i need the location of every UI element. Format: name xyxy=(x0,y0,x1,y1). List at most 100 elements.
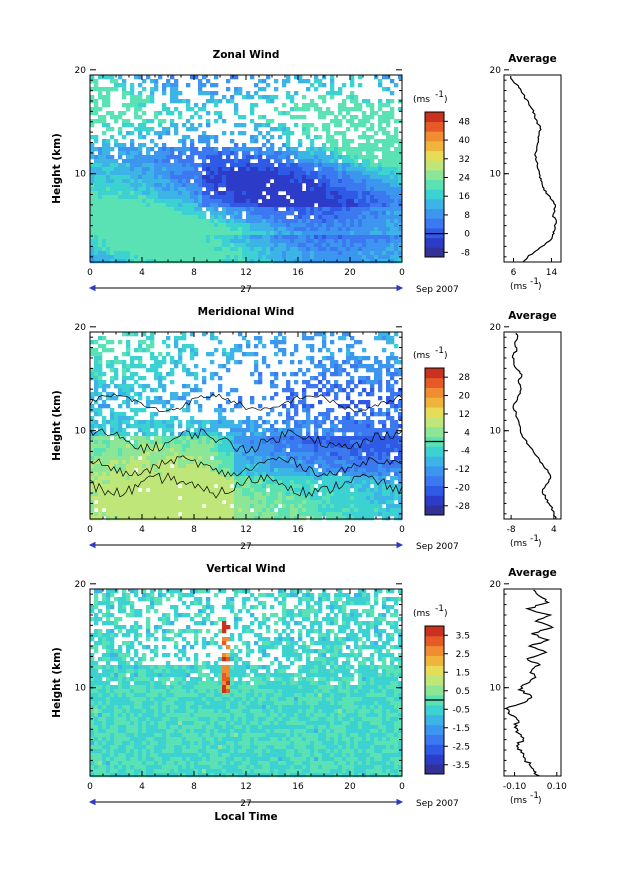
x-tick-label: 16 xyxy=(292,525,304,535)
colorbar-tick: -20 xyxy=(455,483,470,493)
average-profile: Average -8 4 10 20 (ms -1) xyxy=(490,310,562,549)
date-bar: 27 Sep 2007 xyxy=(88,284,459,295)
profile-x-tick: 4 xyxy=(551,525,557,535)
x-axis-ticks: 0 4 8 12 16 20 0 xyxy=(87,75,405,278)
y-axis-label: Height (km) xyxy=(51,390,63,461)
profile-x-label-exp: -1 xyxy=(530,791,539,801)
colorbar-tick: 48 xyxy=(459,117,471,127)
profile-y-tick: 20 xyxy=(490,580,502,590)
profile-x-label-paren: ) xyxy=(538,796,542,806)
x-axis-label: Local Time xyxy=(214,811,277,823)
x-tick-label: 0 xyxy=(399,525,405,535)
x-tick-label: 20 xyxy=(344,782,356,792)
x-tick-label: 0 xyxy=(87,782,93,792)
x-tick-label: 8 xyxy=(191,525,197,535)
y-axis-ticks: 10 20 xyxy=(75,66,402,258)
date-day: 27 xyxy=(240,542,251,552)
chart-title: Zonal Wind xyxy=(213,49,280,61)
colorbar-unit-paren: ) xyxy=(444,351,448,361)
x-tick-label: 8 xyxy=(191,782,197,792)
colorbar-tick: 20 xyxy=(459,392,471,402)
profile-frame xyxy=(503,588,562,777)
profile-line xyxy=(510,75,557,263)
colorbar-tick: -4 xyxy=(461,447,470,457)
colorbar-tick: 40 xyxy=(459,136,471,146)
x-tick-label: 12 xyxy=(240,268,251,278)
x-tick-label: 20 xyxy=(344,268,356,278)
x-tick-label: 0 xyxy=(399,782,405,792)
colorbar-tick: -3.5 xyxy=(452,761,470,771)
colorbar-unit-exp: -1 xyxy=(435,604,444,614)
colorbar-tick: 2.5 xyxy=(456,650,470,660)
date-month: Sep 2007 xyxy=(416,285,459,295)
y-axis-ticks: 10 20 xyxy=(75,580,402,772)
y-axis-label: Height (km) xyxy=(51,133,63,204)
x-tick-label: 4 xyxy=(139,782,145,792)
profile-y-tick: 20 xyxy=(490,323,502,333)
y-tick-label: 20 xyxy=(75,580,87,590)
profile-x-tick: 6 xyxy=(511,268,517,278)
y-tick-label: 10 xyxy=(75,170,87,180)
colorbar-unit: (ms xyxy=(413,351,430,361)
date-month: Sep 2007 xyxy=(416,799,459,809)
colorbar-tick: 4 xyxy=(464,428,470,438)
x-axis-ticks: 0 4 8 12 16 20 0 xyxy=(87,332,405,535)
y-tick-label: 20 xyxy=(75,66,87,76)
x-tick-label: 0 xyxy=(399,268,405,278)
colorbar-tick: -1.5 xyxy=(452,724,470,734)
x-tick-label: 16 xyxy=(292,782,304,792)
colorbar-tick: 8 xyxy=(464,211,470,221)
x-tick-label: 8 xyxy=(191,268,197,278)
average-profile: Average 6 14 10 20 (ms -1) xyxy=(490,53,562,292)
colorbar: (ms -1) 28 20 12 4 -4 -12 -20 -28 xyxy=(413,346,471,516)
profile-title: Average xyxy=(508,567,557,579)
colorbar-unit: (ms xyxy=(413,609,430,619)
profile-y-tick: 20 xyxy=(490,66,502,76)
colorbar-tick: -28 xyxy=(455,502,470,512)
x-tick-label: 12 xyxy=(240,525,251,535)
colorbar-unit-exp: -1 xyxy=(435,346,444,356)
heatmap-field xyxy=(90,75,403,264)
profile-x-label: (ms xyxy=(510,796,527,806)
x-tick-label: 4 xyxy=(139,268,145,278)
profile-title: Average xyxy=(508,310,557,322)
profile-y-tick: 10 xyxy=(490,427,502,437)
profile-x-tick: -8 xyxy=(507,525,516,535)
panel-1: Meridional Wind 0 4 8 12 16 20 0 10 20 Height (km)… xyxy=(51,306,562,552)
colorbar: (ms -1) 48 40 32 24 16 8 0 -8 xyxy=(413,90,470,258)
colorbar-tick: 3.5 xyxy=(456,631,470,641)
profile-x-label: (ms xyxy=(510,539,527,549)
colorbar-tick: -12 xyxy=(455,465,470,475)
x-tick-label: 16 xyxy=(292,268,304,278)
colorbar-tick: 0 xyxy=(464,230,470,240)
profile-x-label-paren: ) xyxy=(538,282,542,292)
profile-line xyxy=(504,589,555,777)
x-tick-label: 12 xyxy=(240,782,251,792)
x-tick-label: 4 xyxy=(139,525,145,535)
profile-x-label-exp: -1 xyxy=(530,534,539,544)
colorbar: (ms -1) 3.5 2.5 1.5 0.5 -0.5 -1.5 -2.5 -3.5 xyxy=(413,604,470,775)
colorbar-unit-exp: -1 xyxy=(435,90,444,100)
colorbar-tick: -0.5 xyxy=(452,705,470,715)
profile-x-label-paren: ) xyxy=(538,539,542,549)
profile-y-tick: 10 xyxy=(490,170,502,180)
zero-contour-lines xyxy=(89,393,403,499)
date-day: 27 xyxy=(240,799,251,809)
colorbar-tick: 12 xyxy=(459,410,470,420)
x-tick-label: 0 xyxy=(87,268,93,278)
x-tick-label: 0 xyxy=(87,525,93,535)
y-axis-ticks: 10 20 xyxy=(75,323,402,515)
heatmap-field xyxy=(90,589,403,778)
colorbar-tick: -8 xyxy=(461,248,470,258)
y-tick-label: 20 xyxy=(75,323,87,333)
date-bar: 27 Sep 2007 xyxy=(88,798,459,809)
panel-2: Vertical Wind 0 4 8 12 16 20 0 10 20 Height (km) 27… xyxy=(51,563,567,823)
date-bar: 27 Sep 2007 xyxy=(88,541,459,552)
colorbar-unit-paren: ) xyxy=(444,95,448,105)
colorbar-tick: 24 xyxy=(459,173,471,183)
colorbar-unit: (ms xyxy=(413,95,430,105)
x-axis-ticks: 0 4 8 12 16 20 0 xyxy=(87,589,405,792)
profile-title: Average xyxy=(508,53,557,65)
